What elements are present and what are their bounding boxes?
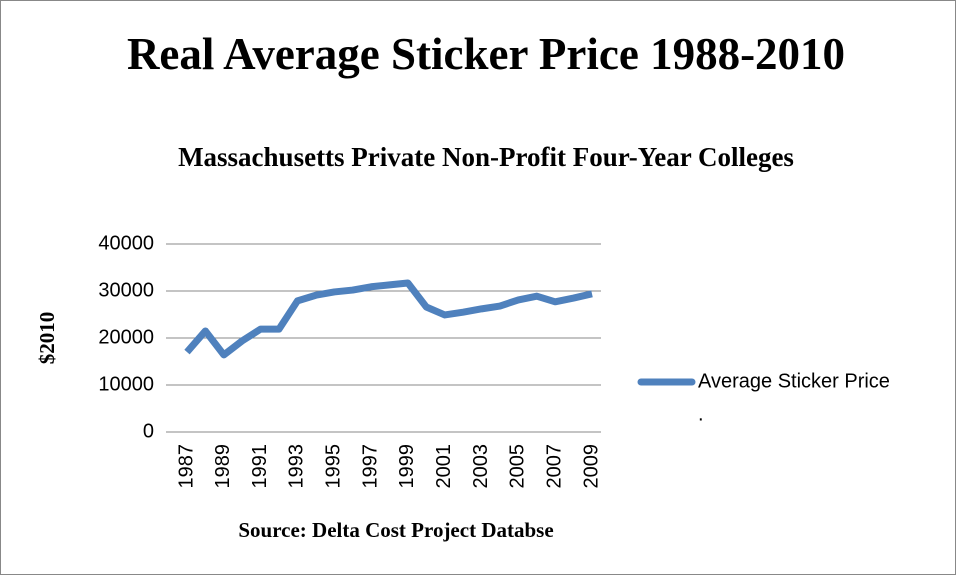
x-tick-label: 2003 — [470, 444, 492, 489]
y-tick-label: 40000 — [98, 232, 154, 254]
legend-note: . — [698, 403, 704, 425]
y-tick-label: 20000 — [98, 326, 154, 348]
chart-title: Real Average Sticker Price 1988-2010 — [126, 29, 846, 79]
x-tick-label: 1999 — [396, 444, 418, 489]
x-tick-label: 1987 — [175, 444, 197, 489]
x-tick-label: 1997 — [359, 444, 381, 489]
x-tick-label: 2009 — [580, 444, 602, 489]
data-line — [184, 279, 593, 359]
y-axis-label: $2010 — [35, 312, 59, 365]
x-tick-label: 2007 — [543, 444, 565, 489]
x-tick-label: 1995 — [323, 444, 345, 489]
x-axis-label: Source: Delta Cost Project Databse — [238, 518, 553, 542]
legend-label: Average Sticker Price — [698, 370, 890, 392]
y-tick-label: 10000 — [98, 373, 154, 395]
y-tick-label: 30000 — [98, 279, 154, 301]
x-tick-label: 2001 — [433, 444, 455, 489]
y-tick-label: 0 — [143, 420, 154, 442]
chart-subtitle: Massachusetts Private Non-Profit Four-Ye… — [178, 142, 794, 172]
x-tick-label: 2005 — [507, 444, 529, 489]
x-tick-label: 1989 — [212, 444, 234, 489]
x-tick-label: 1993 — [286, 444, 308, 489]
x-tick-label: 1991 — [249, 444, 271, 489]
